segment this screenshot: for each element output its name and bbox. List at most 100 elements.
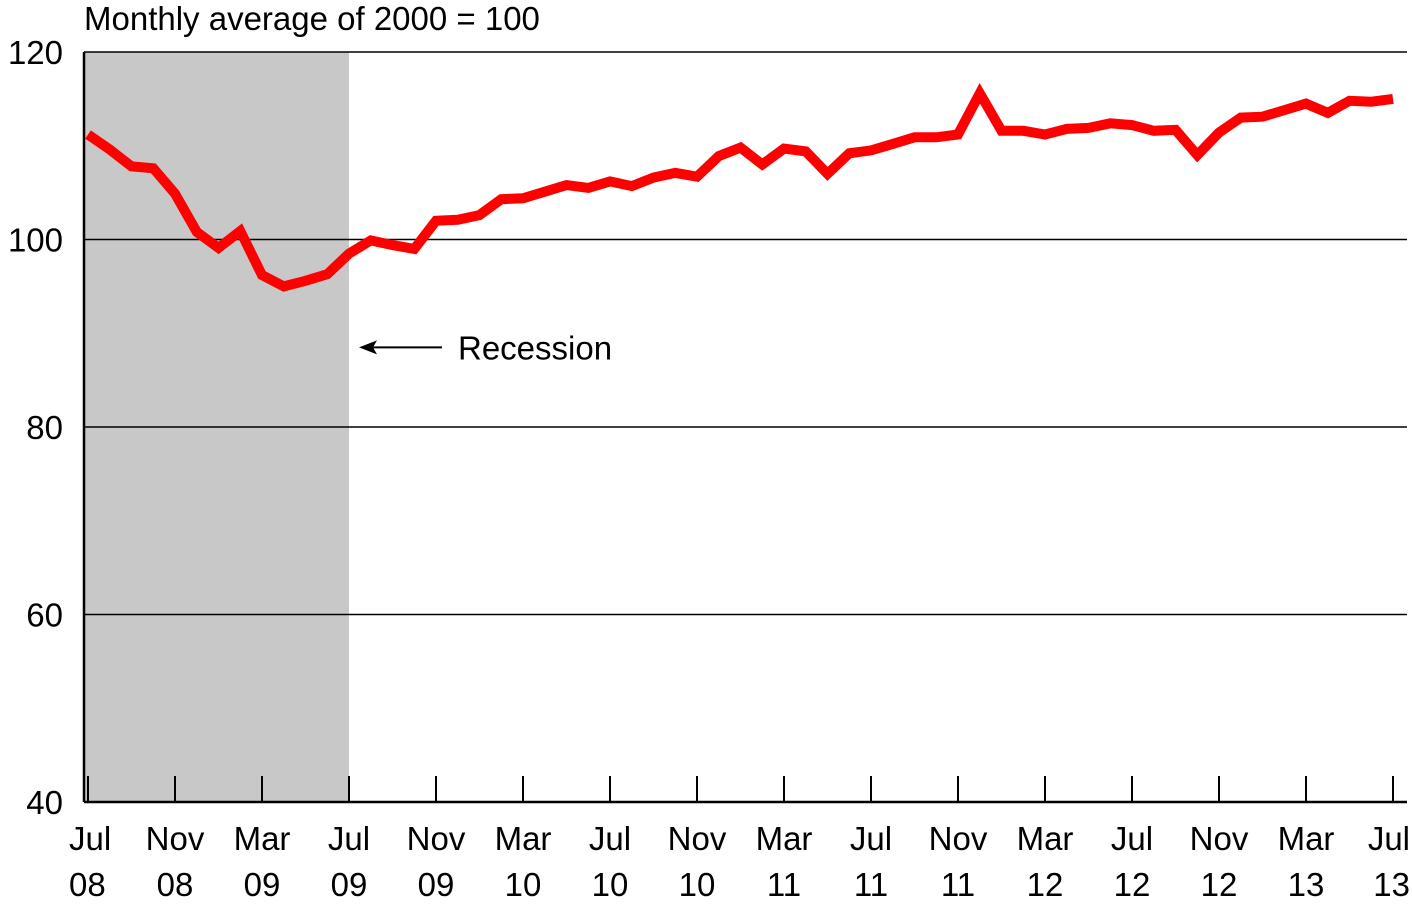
- data-point: [174, 193, 176, 195]
- data-point: [131, 165, 133, 167]
- y-tick-label: 100: [8, 222, 63, 259]
- x-tick-label-month: Nov: [407, 820, 466, 857]
- data-point: [848, 152, 850, 154]
- x-tick-label-year: 12: [1201, 866, 1238, 903]
- data-point: [892, 143, 894, 145]
- data-point: [326, 273, 328, 275]
- data-point: [979, 92, 981, 94]
- series-layer: [85, 82, 1394, 292]
- data-point: [827, 173, 829, 175]
- x-tick-label-month: Mar: [756, 820, 813, 857]
- x-tick-label-month: Jul: [69, 820, 111, 857]
- data-point: [435, 220, 437, 222]
- data-point: [1392, 98, 1394, 100]
- y-tick-label-layer: 40 60 80 100 120: [8, 34, 63, 821]
- x-tick-label-month: Nov: [146, 820, 205, 857]
- x-tick-label-year: 09: [331, 866, 368, 903]
- x-tick-label-year: 10: [592, 866, 629, 903]
- x-tick-label-year: 08: [157, 866, 194, 903]
- data-point: [413, 248, 415, 250]
- data-point: [152, 167, 154, 169]
- x-tick-label-year: 13: [1373, 866, 1410, 903]
- data-point: [1305, 103, 1307, 105]
- data-point: [1153, 130, 1155, 132]
- x-tick-label-year: 10: [679, 866, 716, 903]
- x-tick-label-month: Jul: [328, 820, 370, 857]
- data-point: [1262, 116, 1264, 118]
- data-point: [305, 280, 307, 282]
- data-point: [479, 214, 481, 216]
- data-point: [544, 191, 546, 193]
- data-point: [609, 180, 611, 182]
- data-point: [696, 176, 698, 178]
- data-point: [1088, 127, 1090, 129]
- data-point: [1196, 154, 1198, 156]
- gridline-layer: [84, 51, 1407, 616]
- data-point: [1218, 132, 1220, 134]
- recession-annotation-label: Recession: [458, 329, 612, 366]
- data-point: [500, 198, 502, 200]
- data-point: [1327, 112, 1329, 114]
- data-point: [870, 149, 872, 151]
- data-point: [935, 136, 937, 138]
- data-point: [631, 185, 633, 187]
- y-tick-label: 120: [8, 34, 63, 71]
- x-tick-label-month: Jul: [1368, 820, 1410, 857]
- data-point: [740, 147, 742, 149]
- y-tick-label: 80: [26, 409, 63, 446]
- x-tick-label-year: 11: [767, 866, 801, 903]
- x-tick-label-month: Mar: [1278, 820, 1335, 857]
- y-tick-label: 60: [26, 597, 63, 634]
- data-point: [957, 134, 959, 136]
- data-point: [587, 187, 589, 189]
- data-point: [261, 274, 263, 276]
- data-point: [1370, 101, 1372, 103]
- data-point: [1001, 130, 1003, 132]
- x-tick-label-month: Mar: [234, 820, 291, 857]
- data-point: [109, 149, 111, 151]
- x-tick-label-month: Jul: [1111, 820, 1153, 857]
- data-point: [718, 155, 720, 157]
- series-line: [85, 82, 1394, 292]
- data-point: [1109, 122, 1111, 124]
- data-point: [1022, 130, 1024, 132]
- x-tick-label-year: 12: [1114, 866, 1151, 903]
- x-tick-label-year: 09: [244, 866, 281, 903]
- annotation-layer: Recession: [359, 329, 612, 366]
- data-point: [522, 197, 524, 199]
- x-tick-label-year: 12: [1027, 866, 1064, 903]
- data-point: [653, 177, 655, 179]
- x-tick-label-layer: Jul 08 Nov 08 Mar 09 Jul 09 Nov 09 Mar 10 Jul 10 Nov 10…: [69, 820, 1410, 903]
- x-tick-label-month: Jul: [589, 820, 631, 857]
- data-point: [87, 134, 89, 136]
- x-tick-label-month: Nov: [1190, 820, 1249, 857]
- data-point: [914, 136, 916, 138]
- x-tick-label-year: 11: [941, 866, 975, 903]
- data-point: [1044, 134, 1046, 136]
- y-axis-unit-label: Monthly average of 2000 = 100: [84, 0, 540, 37]
- x-tick-label-month: Nov: [668, 820, 727, 857]
- axis-layer: [82, 52, 1407, 804]
- x-tick-label-month: Mar: [1017, 820, 1074, 857]
- x-tick-label-month: Mar: [495, 820, 552, 857]
- x-tick-label-year: 13: [1288, 866, 1325, 903]
- annotation-arrow-head: [359, 340, 377, 355]
- x-tick-label-year: 10: [505, 866, 542, 903]
- data-point: [566, 184, 568, 186]
- data-point: [218, 247, 220, 249]
- data-point: [1131, 124, 1133, 126]
- data-point: [457, 219, 459, 221]
- data-point: [1240, 117, 1242, 119]
- data-point: [370, 239, 372, 241]
- data-point: [783, 148, 785, 150]
- data-point: [674, 172, 676, 174]
- x-tick-label-year: 08: [69, 866, 106, 903]
- data-point: [392, 244, 394, 246]
- y-tick-label: 40: [26, 784, 63, 821]
- data-point: [1066, 128, 1068, 130]
- data-point: [196, 231, 198, 233]
- x-tick-label-year: 11: [854, 866, 888, 903]
- data-point: [1175, 129, 1177, 131]
- x-tick-label-year: 09: [418, 866, 455, 903]
